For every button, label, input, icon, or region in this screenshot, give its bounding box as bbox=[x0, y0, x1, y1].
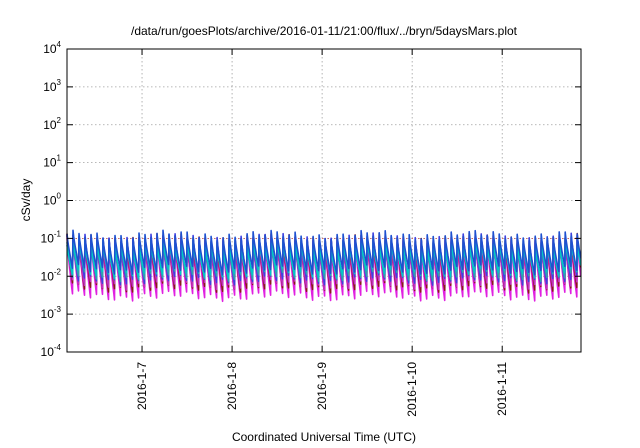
x-tick-label: 2016-1-8 bbox=[225, 362, 239, 410]
x-tick-label: 2016-1-7 bbox=[135, 362, 149, 410]
series-line bbox=[66, 229, 582, 276]
series-line bbox=[66, 238, 582, 280]
x-tick-label: 2016-1-11 bbox=[495, 362, 509, 416]
y-tick-label: 103 bbox=[43, 78, 61, 94]
y-tick-label: 101 bbox=[43, 154, 61, 170]
y-tick-label: 102 bbox=[43, 116, 61, 132]
grid bbox=[67, 49, 581, 352]
x-axis-label: Coordinated Universal Time (UTC) bbox=[232, 430, 416, 444]
y-tick-label: 10-1 bbox=[41, 229, 62, 245]
y-tick-label: 104 bbox=[43, 40, 61, 56]
y-tick-label: 100 bbox=[43, 192, 61, 208]
ticks bbox=[67, 48, 581, 353]
y-tick-label: 10-2 bbox=[41, 267, 62, 283]
series-group bbox=[66, 229, 582, 303]
y-tick-label: 10-4 bbox=[41, 343, 62, 359]
chart-title: /data/run/goesPlots/archive/2016-01-11/2… bbox=[131, 24, 518, 38]
y-tick-label: 10-3 bbox=[41, 305, 62, 321]
x-tick-label: 2016-1-9 bbox=[315, 362, 329, 410]
x-tick-label: 2016-1-10 bbox=[405, 362, 419, 417]
y-axis-label: cSv/day bbox=[19, 179, 33, 222]
x-tick-labels: 2016-1-7 2016-1-8 2016-1-9 2016-1-10 2016-1-… bbox=[135, 362, 509, 417]
y-tick-labels: 10-4 10-3 10-2 10-1 100 101 102 103 104 bbox=[41, 40, 62, 359]
